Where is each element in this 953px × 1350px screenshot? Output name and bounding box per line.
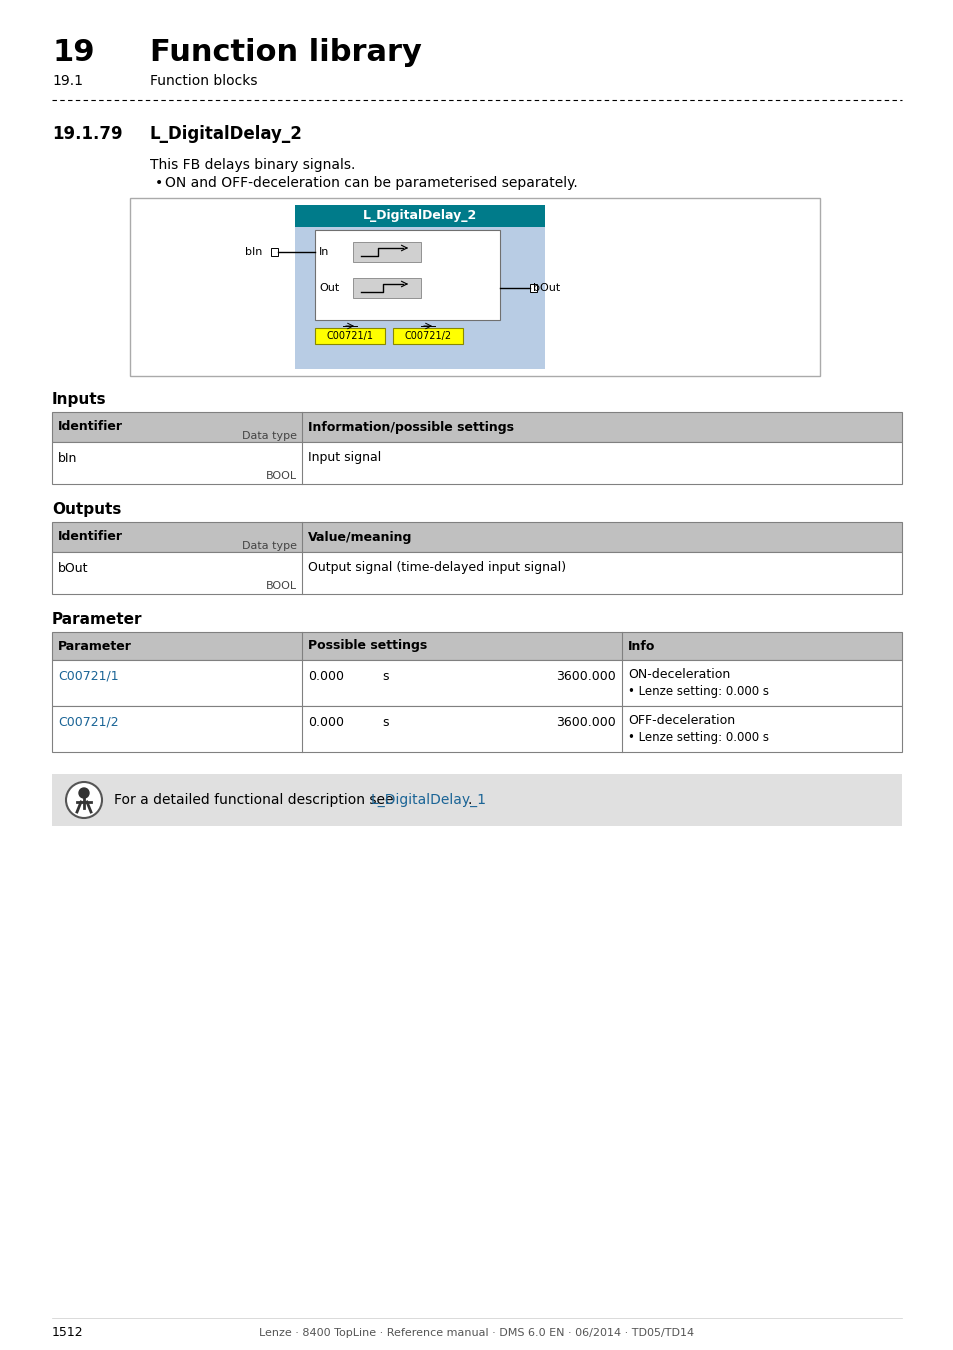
FancyBboxPatch shape: [52, 552, 901, 594]
Text: 19.1.79: 19.1.79: [52, 126, 123, 143]
Text: Parameter: Parameter: [58, 640, 132, 652]
Text: Identifier: Identifier: [58, 420, 123, 433]
FancyBboxPatch shape: [353, 278, 420, 298]
FancyBboxPatch shape: [52, 441, 901, 485]
Text: bIn: bIn: [245, 247, 262, 256]
FancyBboxPatch shape: [353, 242, 420, 262]
Circle shape: [79, 788, 89, 798]
FancyBboxPatch shape: [294, 205, 544, 227]
FancyBboxPatch shape: [314, 328, 385, 344]
Text: C00721/2: C00721/2: [58, 716, 118, 729]
Text: OFF-deceleration: OFF-deceleration: [627, 714, 735, 726]
Text: 3600.000: 3600.000: [556, 716, 616, 729]
Text: 0.000: 0.000: [308, 670, 344, 683]
Text: C00721/2: C00721/2: [404, 331, 451, 342]
Text: C00721/1: C00721/1: [326, 331, 374, 342]
Text: C00721/1: C00721/1: [58, 670, 118, 683]
Text: Output signal (time-delayed input signal): Output signal (time-delayed input signal…: [308, 562, 565, 575]
Text: BOOL: BOOL: [266, 471, 296, 481]
Text: Data type: Data type: [242, 431, 296, 441]
Text: In: In: [318, 247, 329, 256]
Text: • Lenze setting: 0.000 s: • Lenze setting: 0.000 s: [627, 686, 768, 698]
Text: Info: Info: [627, 640, 655, 652]
Text: s: s: [381, 670, 388, 683]
Text: Outputs: Outputs: [52, 502, 121, 517]
Text: Function blocks: Function blocks: [150, 74, 257, 88]
FancyBboxPatch shape: [52, 706, 901, 752]
Text: 1512: 1512: [52, 1327, 84, 1339]
FancyBboxPatch shape: [52, 660, 901, 706]
Text: Inputs: Inputs: [52, 392, 107, 406]
Text: Function library: Function library: [150, 38, 421, 68]
FancyBboxPatch shape: [530, 284, 537, 292]
Text: Parameter: Parameter: [52, 612, 142, 626]
Text: L_DigitalDelay_2: L_DigitalDelay_2: [362, 209, 476, 223]
Text: Information/possible settings: Information/possible settings: [308, 420, 514, 433]
Text: bOut: bOut: [533, 284, 559, 293]
Text: •: •: [154, 176, 163, 190]
FancyBboxPatch shape: [314, 230, 499, 320]
FancyBboxPatch shape: [393, 328, 462, 344]
Text: bOut: bOut: [58, 562, 89, 575]
Text: Identifier: Identifier: [58, 531, 123, 544]
Circle shape: [66, 782, 102, 818]
Text: Possible settings: Possible settings: [308, 640, 427, 652]
Text: Value/meaning: Value/meaning: [308, 531, 412, 544]
FancyBboxPatch shape: [130, 198, 820, 377]
Text: 19: 19: [52, 38, 94, 68]
Text: s: s: [381, 716, 388, 729]
FancyBboxPatch shape: [52, 522, 901, 552]
Text: • Lenze setting: 0.000 s: • Lenze setting: 0.000 s: [627, 732, 768, 744]
Text: bIn: bIn: [58, 451, 77, 464]
Text: BOOL: BOOL: [266, 580, 296, 591]
Text: Data type: Data type: [242, 541, 296, 551]
Text: L_DigitalDelay_2: L_DigitalDelay_2: [150, 126, 302, 143]
FancyBboxPatch shape: [294, 205, 544, 369]
Text: This FB delays binary signals.: This FB delays binary signals.: [150, 158, 355, 171]
Text: Input signal: Input signal: [308, 451, 381, 464]
FancyBboxPatch shape: [52, 774, 901, 826]
Text: ON-deceleration: ON-deceleration: [627, 667, 729, 680]
Text: 3600.000: 3600.000: [556, 670, 616, 683]
FancyBboxPatch shape: [52, 632, 901, 660]
Text: 19.1: 19.1: [52, 74, 83, 88]
Text: ON and OFF-deceleration can be parameterised separately.: ON and OFF-deceleration can be parameter…: [165, 176, 578, 190]
Text: L_DigitalDelay_1: L_DigitalDelay_1: [370, 792, 486, 807]
Text: Out: Out: [318, 284, 339, 293]
FancyBboxPatch shape: [271, 248, 277, 256]
FancyBboxPatch shape: [52, 412, 901, 441]
Text: 0.000: 0.000: [308, 716, 344, 729]
Text: For a detailed functional description see: For a detailed functional description se…: [113, 792, 397, 807]
Text: .: .: [467, 792, 472, 807]
Text: Lenze · 8400 TopLine · Reference manual · DMS 6.0 EN · 06/2014 · TD05/TD14: Lenze · 8400 TopLine · Reference manual …: [259, 1328, 694, 1338]
